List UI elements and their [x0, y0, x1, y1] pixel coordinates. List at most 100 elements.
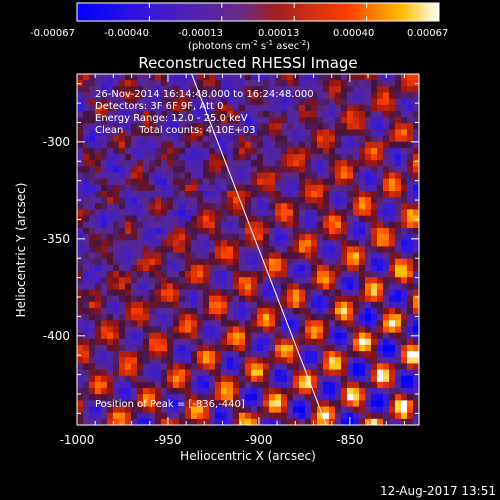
heatmap-cell: [335, 123, 342, 131]
heatmap-cell: [77, 369, 84, 377]
heatmap-cell: [257, 240, 264, 248]
heatmap-cell: [185, 264, 192, 272]
heatmap-cell: [239, 258, 246, 266]
heatmap-cell: [227, 166, 234, 174]
heatmap-cell: [95, 191, 102, 198]
heatmap-cell: [323, 117, 330, 124]
heatmap-cell: [233, 394, 240, 401]
heatmap-cell: [323, 191, 330, 198]
heatmap-cell: [89, 357, 96, 365]
heatmap-cell: [305, 191, 312, 198]
heatmap-cell: [299, 271, 306, 278]
heatmap-cell: [269, 141, 276, 149]
heatmap-cell: [257, 104, 264, 112]
heatmap-cell: [383, 129, 390, 137]
heatmap-cell: [245, 308, 252, 315]
heatmap-cell: [335, 197, 342, 204]
heatmap-cell: [221, 203, 228, 211]
heatmap-cell: [371, 166, 378, 174]
heatmap-cell: [167, 406, 174, 414]
heatmap-cell: [185, 320, 192, 328]
heatmap-cell: [305, 172, 312, 180]
heatmap-cell: [377, 110, 384, 118]
heatmap-cell: [389, 308, 396, 315]
heatmap-cell: [353, 258, 360, 266]
heatmap-cell: [281, 258, 288, 266]
heatmap-cell: [215, 295, 222, 303]
heatmap-cell: [227, 375, 234, 383]
heatmap-cell: [179, 400, 186, 408]
heatmap-cell: [185, 252, 192, 260]
heatmap-cell: [341, 264, 348, 272]
heatmap-cell: [389, 184, 396, 192]
heatmap-cell: [149, 141, 156, 149]
heatmap-cell: [215, 277, 222, 284]
heatmap-cell: [383, 351, 390, 358]
heatmap-cell: [83, 406, 90, 414]
heatmap-cell: [197, 147, 204, 155]
heatmap-cell: [203, 98, 210, 106]
heatmap-cell: [323, 338, 330, 346]
heatmap-cell: [77, 375, 84, 383]
heatmap-cell: [197, 154, 204, 161]
heatmap-cell: [323, 98, 330, 106]
heatmap-cell: [89, 258, 96, 266]
heatmap-cell: [83, 301, 90, 309]
heatmap-cell: [191, 135, 198, 143]
heatmap-cell: [287, 215, 294, 223]
heatmap-cell: [389, 375, 396, 383]
heatmap-cell: [329, 86, 336, 94]
heatmap-cell: [413, 369, 419, 377]
heatmap-cell: [143, 141, 150, 149]
heatmap-cell: [305, 400, 312, 408]
heatmap-cell: [365, 98, 372, 106]
heatmap-cell: [113, 209, 120, 217]
heatmap-cell: [263, 301, 270, 309]
heatmap-cell: [149, 381, 156, 389]
heatmap-cell: [335, 147, 342, 155]
heatmap-cell: [179, 320, 186, 328]
heatmap-cell: [167, 135, 174, 143]
heatmap-cell: [137, 277, 144, 284]
heatmap-cell: [155, 400, 162, 408]
heatmap-cell: [113, 326, 120, 334]
heatmap-cell: [155, 301, 162, 309]
heatmap-cell: [407, 215, 414, 223]
heatmap-cell: [209, 332, 216, 340]
heatmap-cell: [395, 320, 402, 328]
heatmap-cell: [101, 388, 108, 395]
heatmap-cell: [275, 308, 282, 315]
heatmap-cell: [371, 110, 378, 118]
heatmap-cell: [359, 172, 366, 180]
heatmap-cell: [149, 178, 156, 186]
heatmap-cell: [359, 332, 366, 340]
heatmap-cell: [167, 332, 174, 340]
heatmap-cell: [365, 381, 372, 389]
heatmap-cell: [395, 197, 402, 204]
heatmap-cell: [371, 86, 378, 94]
heatmap-cell: [167, 375, 174, 383]
heatmap-cell: [281, 203, 288, 211]
heatmap-cell: [365, 123, 372, 131]
heatmap-cell: [155, 123, 162, 131]
heatmap-cell: [83, 227, 90, 235]
heatmap-cell: [293, 221, 300, 229]
heatmap-cell: [329, 197, 336, 204]
heatmap-cell: [131, 369, 138, 377]
heatmap-cell: [365, 295, 372, 303]
heatmap-cell: [359, 135, 366, 143]
heatmap-cell: [179, 215, 186, 223]
heatmap-cell: [311, 234, 318, 241]
heatmap-cell: [83, 135, 90, 143]
heatmap-cell: [257, 326, 264, 334]
heatmap-cell: [353, 110, 360, 118]
heatmap-cell: [389, 166, 396, 174]
heatmap-cell: [341, 369, 348, 377]
heatmap-cell: [209, 86, 216, 94]
heatmap-cell: [323, 227, 330, 235]
heatmap-cell: [287, 301, 294, 309]
heatmap-cell: [149, 129, 156, 137]
heatmap-cell: [287, 338, 294, 346]
heatmap-cell: [299, 129, 306, 137]
heatmap-cell: [317, 246, 324, 254]
